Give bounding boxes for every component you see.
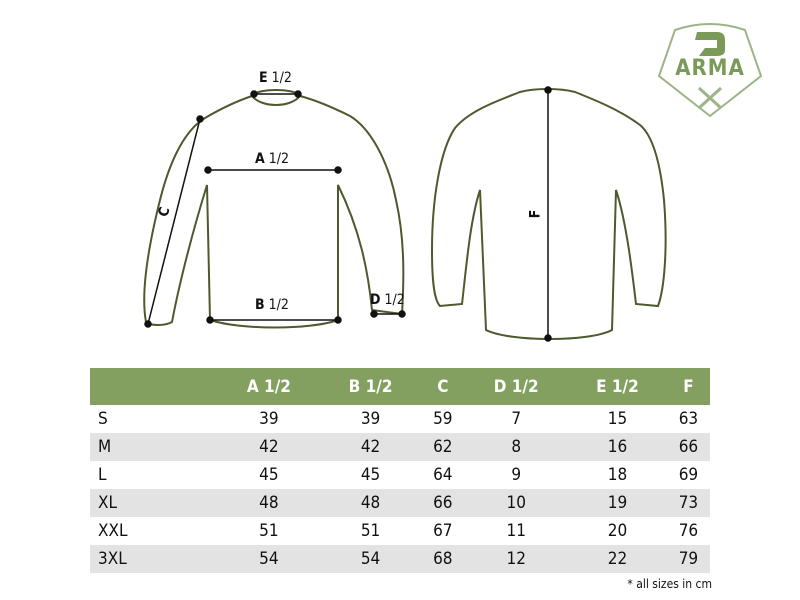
label-e: E 1/2: [259, 70, 292, 86]
cell-b: 51: [360, 521, 381, 541]
header-a: A 1/2: [218, 368, 320, 405]
cell-d: 12: [464, 545, 569, 573]
header-b: B 1/2: [319, 368, 422, 405]
cell-c: 67: [433, 521, 453, 541]
table-row: 3XL 54 54 68 12 22 79: [90, 545, 710, 573]
cell-size: 3XL: [90, 545, 218, 573]
cell-size: XL: [90, 489, 218, 517]
cell-d: 9: [511, 465, 522, 485]
front-shirt-outline: [143, 94, 405, 329]
table-row: L 45 45 64 9 18 69: [90, 461, 710, 489]
cell-a: 42: [218, 433, 320, 461]
cell-b: 48: [319, 489, 422, 517]
cell-e: 18: [607, 465, 628, 485]
header-size: [90, 368, 218, 405]
size-table: A 1/2 B 1/2 C D 1/2 E 1/2 F S 39 39 59 7 15 63…: [90, 368, 710, 573]
label-a: A 1/2: [255, 151, 290, 167]
logo-text: ARMA: [675, 56, 745, 81]
cell-e: 16: [568, 433, 667, 461]
cell-c: 59: [433, 409, 453, 429]
label-f: F: [527, 209, 544, 219]
cell-d: 8: [464, 433, 569, 461]
cell-d: 10: [464, 489, 569, 517]
cell-f: 66: [666, 433, 710, 461]
table-row: XL 48 48 66 10 19 73: [90, 489, 710, 517]
cell-e: 20: [607, 521, 628, 541]
cell-d: 7: [511, 409, 522, 429]
cell-b: 39: [360, 409, 381, 429]
arma-logo: [657, 23, 763, 118]
table-row: S 39 39 59 7 15 63: [90, 405, 710, 433]
cell-size: S: [98, 409, 108, 429]
table-row: XXL 51 51 67 11 20 76: [90, 517, 710, 545]
cell-c: 62: [421, 433, 465, 461]
cell-size: L: [98, 465, 107, 485]
cell-f: 69: [678, 465, 699, 485]
cell-a: 39: [259, 409, 279, 429]
cell-e: 22: [568, 545, 667, 573]
cell-size: XXL: [98, 521, 128, 541]
cell-b: 54: [319, 545, 422, 573]
cell-b: 42: [319, 433, 422, 461]
cell-f: 73: [666, 489, 710, 517]
cell-b: 45: [360, 465, 381, 485]
header-c: C: [421, 368, 465, 405]
cell-size: M: [90, 433, 218, 461]
cell-a: 54: [218, 545, 320, 573]
cell-f: 63: [678, 409, 699, 429]
table-header-row: A 1/2 B 1/2 C D 1/2 E 1/2 F: [90, 368, 710, 405]
cell-d: 11: [506, 521, 526, 541]
table-row: M 42 42 62 8 16 66: [90, 433, 710, 461]
header-d: D 1/2: [464, 368, 569, 405]
measure-c: [147, 118, 201, 325]
cell-e: 19: [568, 489, 667, 517]
cell-c: 64: [433, 465, 453, 485]
cell-c: 68: [421, 545, 465, 573]
cell-a: 48: [218, 489, 320, 517]
header-e: E 1/2: [568, 368, 667, 405]
front-collar: [251, 89, 301, 97]
cell-c: 66: [421, 489, 465, 517]
header-f: F: [666, 368, 710, 405]
cell-f: 76: [678, 521, 699, 541]
units-note: * all sizes in cm: [627, 577, 712, 591]
cell-e: 15: [607, 409, 628, 429]
cell-f: 79: [666, 545, 710, 573]
cell-a: 45: [259, 465, 279, 485]
back-shirt-outline: [430, 88, 667, 340]
label-d: D 1/2: [370, 292, 405, 308]
label-b: B 1/2: [255, 297, 289, 313]
cell-a: 51: [259, 521, 279, 541]
